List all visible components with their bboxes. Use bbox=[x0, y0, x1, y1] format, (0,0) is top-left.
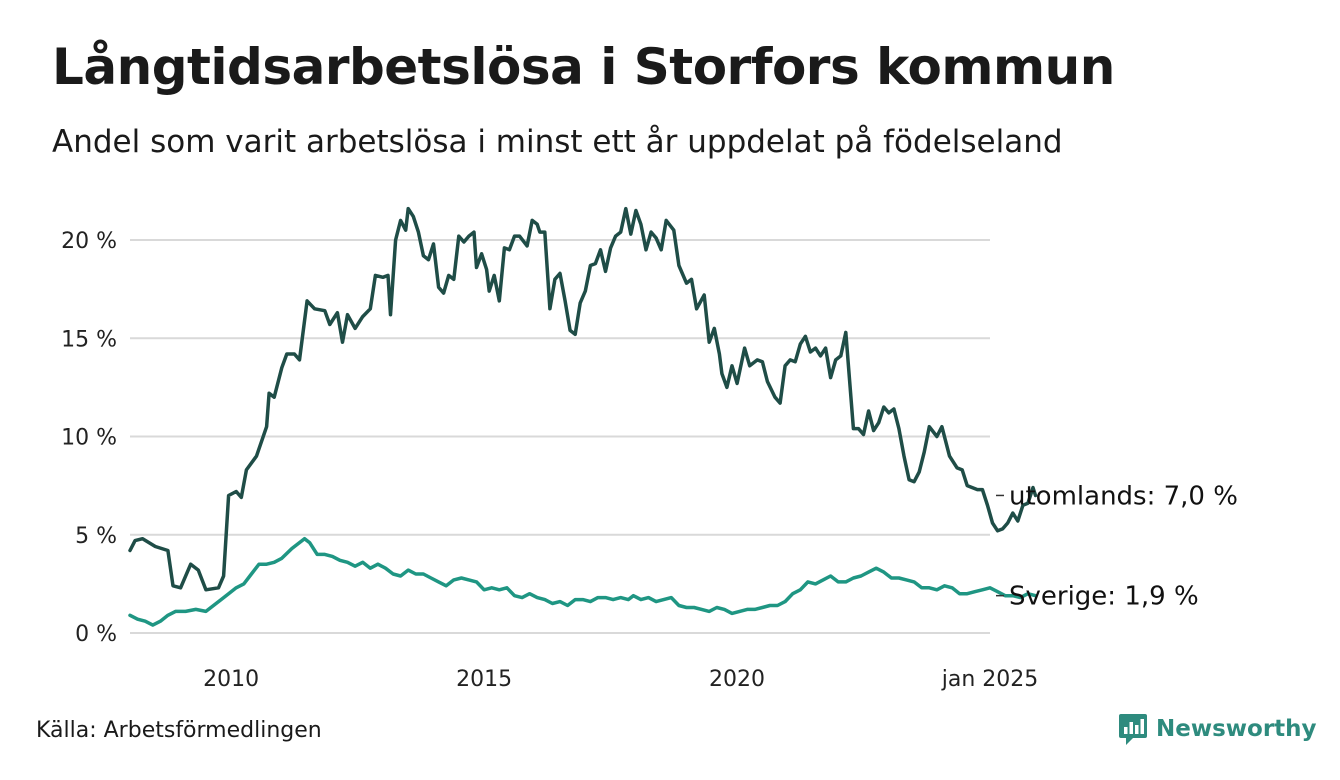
chart-subtitle: Andel som varit arbetslösa i minst ett å… bbox=[52, 124, 1063, 160]
newsworthy-logo-icon bbox=[1119, 714, 1147, 745]
newsworthy-logo: Newsworthy bbox=[1118, 712, 1317, 746]
source-note: Källa: Arbetsförmedlingen bbox=[36, 718, 322, 743]
x-tick-label-2015: 2015 bbox=[456, 667, 512, 692]
y-tick-label-0: 0 % bbox=[75, 622, 117, 647]
x-tick-label-2020: 2020 bbox=[709, 667, 765, 692]
brand-name: Newsworthy bbox=[1156, 716, 1317, 742]
end-label-sverige: Sverige: 1,9 % bbox=[1009, 582, 1199, 612]
series-line-utomlands bbox=[128, 206, 1038, 592]
y-tick-label-20: 20 % bbox=[61, 229, 117, 254]
chart-title: Långtidsarbetslösa i Storfors kommun bbox=[52, 38, 1115, 96]
end-label-utomlands: utomlands: 7,0 % bbox=[1009, 481, 1238, 511]
x-tick-label-2010: 2010 bbox=[203, 667, 259, 692]
series-line-sverige bbox=[128, 536, 1038, 627]
y-tick-label-15: 15 % bbox=[61, 327, 117, 352]
y-tick-label-10: 10 % bbox=[61, 426, 117, 451]
y-tick-label-5: 5 % bbox=[75, 524, 117, 549]
x-tick-label-jan-2025: jan 2025 bbox=[941, 667, 1039, 692]
